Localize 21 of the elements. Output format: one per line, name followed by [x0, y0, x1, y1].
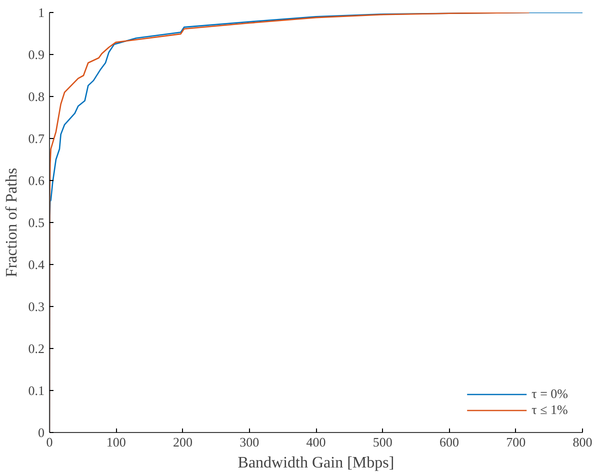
- y-tick-label: 0.7: [28, 131, 45, 146]
- x-tick-label: 200: [173, 434, 192, 450]
- y-tick-label: 1: [38, 5, 44, 20]
- y-tick-label: 0.4: [28, 257, 45, 272]
- x-tick-label: 600: [440, 434, 459, 450]
- y-axis-title: Fraction of Paths: [3, 168, 20, 278]
- x-axis-title: Bandwidth Gain [Mbps]: [238, 454, 394, 472]
- y-tick-label: 0.8: [28, 89, 44, 104]
- y-tick-label: 0.1: [28, 383, 44, 398]
- y-tick-label: 0.9: [28, 47, 44, 62]
- y-tick-label: 0.5: [28, 215, 44, 230]
- x-tick-label: 100: [106, 434, 126, 450]
- y-tick-label: 0: [38, 425, 44, 440]
- x-tick-label: 400: [306, 434, 326, 450]
- x-tick-label: 300: [240, 434, 260, 450]
- x-tick-label: 800: [572, 434, 592, 450]
- x-tick-label: 700: [506, 434, 526, 450]
- y-tick-label: 0.2: [28, 341, 44, 356]
- x-tick-label: 500: [372, 434, 392, 450]
- y-tick-label: 0.6: [28, 173, 45, 188]
- y-tick-label: 0.3: [28, 299, 44, 314]
